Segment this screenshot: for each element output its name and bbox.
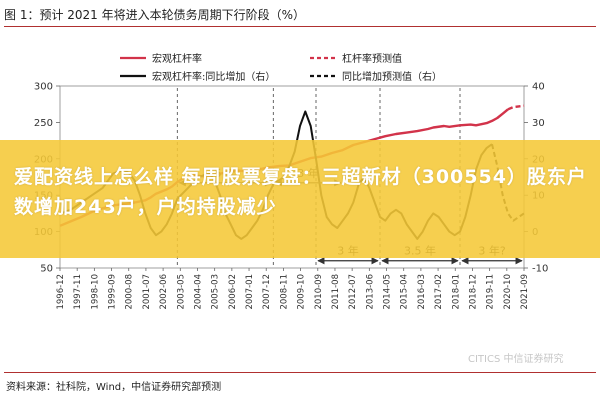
y-left-tick-label: 250 <box>34 118 53 129</box>
x-tick-label: 2004-04 <box>193 274 203 310</box>
figure-title: 图 1：预计 2021 年将进入本轮债务周期下行阶段（%） <box>4 8 306 22</box>
x-tick-label: 2003-05 <box>176 274 186 310</box>
x-tick-label: 2017-02 <box>434 274 444 310</box>
x-tick-label: 1998-10 <box>90 274 100 310</box>
x-tick-label: 2014-05 <box>383 274 393 310</box>
legend-label: 宏观杠杆率:同比增加（右） <box>152 70 275 83</box>
x-tick-label: 2007-01 <box>245 274 255 310</box>
x-tick-label: 2002-06 <box>159 274 169 310</box>
title-rule <box>4 26 596 27</box>
x-tick-label: 2010-09 <box>314 274 324 310</box>
y-left-tick-label: 50 <box>40 264 53 275</box>
x-tick-label: 2007-12 <box>262 274 272 310</box>
x-tick-label: 2005-03 <box>211 274 221 310</box>
x-axis: 1996-12 1997-11 1998-10 1999-09 2000-08 2001-… <box>56 268 530 310</box>
legend-label: 同比增加预测值（右） <box>342 70 442 83</box>
x-tick-label: 2018-01 <box>451 274 461 310</box>
x-tick-label: 2016-03 <box>417 274 427 310</box>
x-tick-label: 1997-11 <box>73 274 83 310</box>
x-tick-label: 2018-12 <box>468 274 478 310</box>
y-left-tick-label: 300 <box>34 82 53 93</box>
x-tick-label: 2000-08 <box>125 274 135 310</box>
x-tick-label: 1996-12 <box>56 274 66 310</box>
x-tick-label: 2019-11 <box>486 274 496 310</box>
x-tick-label: 2006-02 <box>228 274 238 310</box>
y-right-tick-label: 30 <box>532 118 545 129</box>
watermark: CITICS 中信证券研究 <box>468 354 564 365</box>
legend-label: 宏观杠杆率 <box>152 52 202 65</box>
x-tick-label: 2013-06 <box>365 274 375 310</box>
x-tick-label: 2009-10 <box>297 274 307 310</box>
overlay-banner <box>0 140 600 258</box>
source-rule <box>4 372 596 373</box>
x-tick-label: 2015-04 <box>400 274 410 310</box>
x-tick-label: 2020-10 <box>503 274 513 310</box>
source-note: 资料来源：社科院，Wind，中信证券研究部预测 <box>6 382 222 393</box>
banner-text: 爱配资线上怎么样 每周股票复盘：三超新材（300554）股东户数增加243户，户… <box>14 166 587 218</box>
legend-label: 杠杆率预测值 <box>342 52 402 65</box>
x-tick-label: 2011-08 <box>331 274 341 310</box>
x-tick-label: 2001-07 <box>142 274 152 310</box>
x-tick-label: 2012-07 <box>348 274 358 310</box>
x-tick-label: 2021-09 <box>520 274 530 310</box>
y-right-tick-label: -10 <box>532 264 548 275</box>
x-tick-label: 1999-09 <box>108 274 118 310</box>
x-tick-label: 2008-11 <box>279 274 289 310</box>
y-right-tick-label: 40 <box>532 82 545 93</box>
series-line-1 <box>507 104 525 111</box>
